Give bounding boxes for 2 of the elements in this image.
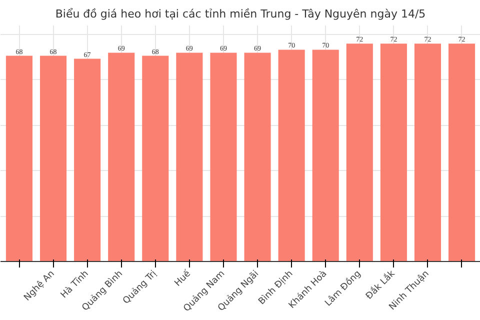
chart-title: Biểu đồ giá heo hơi tại các tỉnh miền Trung - Tây Nguyên ngày 14/5 (55, 8, 426, 20)
x-tick-label: Hà Tĩnh (58, 268, 91, 300)
